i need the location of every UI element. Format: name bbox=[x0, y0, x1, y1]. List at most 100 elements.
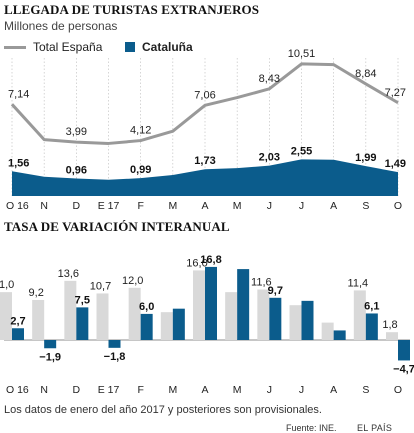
c2-label-spain: 16,0 bbox=[186, 257, 207, 269]
c1-area-cataluna bbox=[12, 159, 398, 196]
legend-catalonia: Cataluña bbox=[125, 40, 193, 54]
c2-label-catalonia: 16,8 bbox=[200, 254, 221, 266]
c2-bar-total-espana bbox=[193, 270, 205, 340]
c1-tick-label: N bbox=[40, 200, 48, 212]
c2-label-spain: 1,8 bbox=[382, 319, 397, 331]
c2-bar-total-espana bbox=[128, 287, 141, 340]
c1-tick-label: J bbox=[299, 200, 304, 212]
c2-label-spain: 11,6 bbox=[251, 277, 272, 289]
c1-tick-label: F bbox=[137, 200, 143, 212]
c2-tick-label: D bbox=[73, 384, 81, 396]
c2-bar-total-espana bbox=[257, 289, 270, 340]
c1-tick-label: D bbox=[73, 200, 81, 212]
c2-bar-cataluna bbox=[12, 328, 24, 340]
c1-label-spain: 3,99 bbox=[66, 126, 87, 138]
c1-tick-label: J bbox=[267, 200, 272, 212]
c2-label-catalonia: 6,0 bbox=[139, 301, 154, 313]
c2-bar-cataluna bbox=[140, 313, 153, 340]
c2-tick-label: E 17 bbox=[98, 384, 120, 396]
c1-label-spain: 4,12 bbox=[130, 125, 151, 137]
c2-label-catalonia: −4,7 bbox=[393, 363, 414, 375]
footnote: Los datos de enero del año 2017 y poster… bbox=[4, 404, 322, 416]
c2-label-catalonia: 7,5 bbox=[75, 294, 90, 306]
c1-label-spain: 10,51 bbox=[288, 48, 316, 60]
c2-bar-cataluna bbox=[398, 340, 410, 361]
c2-label-spain: 9,2 bbox=[29, 287, 44, 299]
legend-spain-swatch bbox=[4, 45, 26, 49]
c2-tick-label: A bbox=[201, 384, 208, 396]
c2-bar-total-espana bbox=[289, 305, 302, 340]
c1-label-catalonia: 1,49 bbox=[385, 158, 406, 170]
c2-bar-cataluna bbox=[269, 297, 282, 340]
c1-tick-label: M bbox=[233, 200, 242, 212]
c2-bar-total-espana bbox=[96, 293, 109, 340]
c2-label-catalonia: 2,7 bbox=[10, 315, 25, 327]
c1-label-catalonia: 2,55 bbox=[291, 145, 312, 157]
c1-line-total-espana bbox=[10, 62, 399, 145]
c2-tick-label: M bbox=[168, 384, 177, 396]
chart2-title: TASA DE VARIACIÓN INTERANUAL bbox=[4, 219, 230, 234]
c1-label-catalonia: 2,03 bbox=[259, 152, 280, 164]
c1-tick-label: M bbox=[168, 200, 177, 212]
c2-bar-total-espana bbox=[0, 292, 12, 340]
c2-bar-total-espana bbox=[160, 312, 173, 340]
c2-label-spain: 12,0 bbox=[122, 275, 143, 287]
c2-tick-label: S bbox=[362, 384, 369, 396]
c2-label-catalonia: 6,1 bbox=[364, 300, 379, 312]
c2-bar-cataluna bbox=[108, 340, 121, 348]
c2-label-catalonia: −1,8 bbox=[104, 351, 126, 363]
legend-catalonia-swatch bbox=[125, 42, 135, 52]
c2-tick-label: J bbox=[299, 384, 304, 396]
c1-tick-label: S bbox=[362, 200, 369, 212]
c2-bar-total-espana bbox=[353, 290, 366, 340]
c2-label-catalonia: 9,7 bbox=[268, 285, 283, 297]
c2-bar-cataluna bbox=[205, 266, 217, 340]
c2-tick-label: N bbox=[40, 384, 48, 396]
c2-tick-label: O 16 bbox=[6, 384, 29, 396]
c1-label-spain: 7,06 bbox=[194, 89, 215, 101]
c2-label-catalonia: −1,9 bbox=[39, 351, 61, 363]
c2-tick-label: M bbox=[233, 384, 242, 396]
c2-bar-cataluna bbox=[365, 313, 378, 340]
c2-bar-total-espana bbox=[386, 332, 398, 340]
c2-label-spain: 13,6 bbox=[58, 268, 79, 280]
c2-bar-cataluna bbox=[301, 300, 314, 340]
c2-label-spain: 11,0 bbox=[0, 279, 14, 291]
c2-bar-cataluna bbox=[333, 330, 346, 340]
chart1-subtitle: Millones de personas bbox=[4, 19, 118, 33]
source-credit: Fuente: INE. bbox=[286, 423, 337, 433]
c2-bar-cataluna bbox=[76, 307, 89, 340]
c2-bar-total-espana bbox=[32, 299, 45, 340]
c1-label-catalonia: 1,56 bbox=[8, 157, 29, 169]
c1-label-spain: 7,14 bbox=[8, 88, 29, 100]
brand-name: EL PAÍS bbox=[357, 423, 393, 433]
c2-tick-label: F bbox=[137, 384, 143, 396]
c2-bar-cataluna bbox=[44, 340, 57, 349]
c1-label-spain: 8,84 bbox=[355, 68, 376, 80]
c2-bar-cataluna bbox=[172, 308, 185, 340]
c1-label-spain: 8,43 bbox=[259, 73, 280, 85]
c2-label-spain: 10,7 bbox=[90, 280, 111, 292]
c2-bar-total-espana bbox=[321, 322, 334, 340]
c2-tick-label: O bbox=[394, 384, 402, 396]
c1-tick-label: A bbox=[330, 200, 337, 212]
c1-tick-label: O 16 bbox=[6, 200, 29, 212]
c1-tick-label: O bbox=[394, 200, 402, 212]
c2-tick-label: A bbox=[330, 384, 337, 396]
chart1-title: LLEGADA DE TURISTAS EXTRANJEROS bbox=[4, 2, 260, 17]
c1-label-catalonia: 0,96 bbox=[66, 164, 87, 176]
c1-label-catalonia: 0,99 bbox=[130, 164, 151, 176]
c1-label-catalonia: 1,73 bbox=[194, 155, 215, 167]
c2-bar-cataluna bbox=[237, 269, 250, 340]
legend-catalonia-label: Cataluña bbox=[142, 40, 193, 54]
c1-label-catalonia: 1,99 bbox=[355, 152, 376, 164]
legend-spain-label: Total España bbox=[33, 40, 103, 54]
c2-bar-total-espana bbox=[225, 292, 238, 340]
c2-bar-total-espana bbox=[64, 280, 77, 340]
legend-spain: Total España bbox=[4, 40, 102, 54]
c1-label-spain: 7,27 bbox=[385, 87, 406, 99]
c2-label-spain: 11,4 bbox=[348, 277, 369, 289]
c2-tick-label: J bbox=[267, 384, 272, 396]
c1-tick-label: A bbox=[201, 200, 208, 212]
